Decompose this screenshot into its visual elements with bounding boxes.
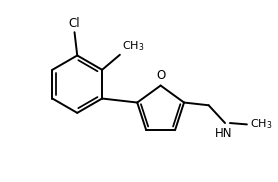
- Text: CH$_3$: CH$_3$: [250, 118, 272, 131]
- Text: HN: HN: [215, 127, 232, 140]
- Text: O: O: [156, 69, 165, 82]
- Text: CH$_3$: CH$_3$: [122, 40, 145, 53]
- Text: Cl: Cl: [69, 17, 80, 30]
